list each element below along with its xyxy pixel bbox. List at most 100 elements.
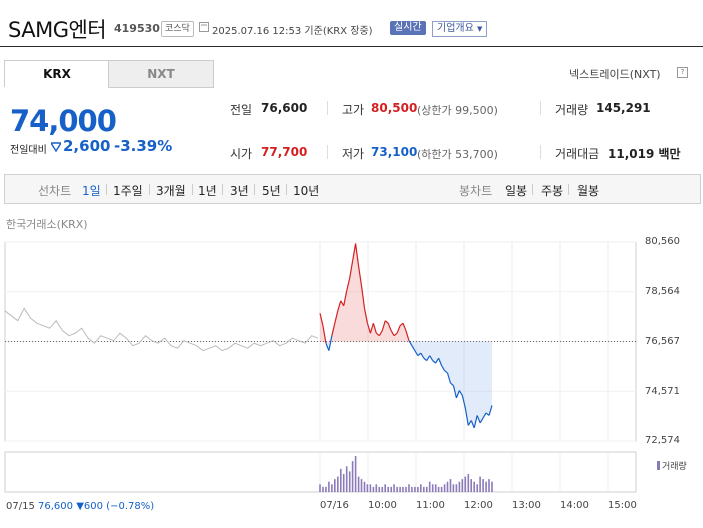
volume-bar — [399, 486, 401, 492]
market-tag: 코스닥 — [161, 21, 194, 37]
price-segment — [432, 360, 437, 364]
price-segment — [429, 355, 434, 361]
prev-day-date: 07/15 — [6, 501, 35, 512]
prev-day-rate: (−0.78%) — [106, 501, 155, 512]
period-3m[interactable]: 3개월 — [156, 184, 186, 198]
volume-bar — [393, 484, 395, 492]
volume-bar — [446, 481, 449, 492]
volume-bar — [345, 466, 348, 492]
price-segment — [470, 420, 475, 429]
price-segment — [393, 332, 398, 337]
realtime-badge[interactable]: 실시간 — [390, 21, 426, 35]
down-triangle-icon — [51, 142, 61, 152]
candle-weekly[interactable]: 주봉 — [541, 184, 564, 198]
company-info-dropdown[interactable]: 기업개요 ▼ — [432, 21, 488, 37]
period-1d[interactable]: 1일 — [82, 184, 101, 198]
period-1y[interactable]: 1년 — [198, 184, 217, 198]
volume-bar — [405, 486, 407, 492]
down-area — [320, 341, 492, 428]
divider — [254, 184, 255, 195]
volume-bar — [455, 484, 458, 492]
volume-bar — [354, 456, 357, 492]
price-segment — [446, 372, 452, 384]
volume-bar — [434, 484, 437, 492]
volume-bar — [372, 486, 375, 492]
lower-limit: (하한가 53,700) — [417, 148, 498, 161]
low-label: 저가 — [342, 147, 365, 161]
volume-bar — [488, 479, 490, 492]
period-5y[interactable]: 5년 — [262, 184, 281, 198]
volume-bar — [357, 476, 360, 492]
price-segment — [325, 342, 330, 351]
volume-bar — [452, 484, 455, 492]
candle-monthly[interactable]: 월봉 — [577, 184, 600, 198]
price-segment — [372, 323, 377, 334]
price-segment — [375, 332, 380, 337]
divider — [106, 184, 107, 195]
prev-day-summary: 07/15 76,600 ▼600 (−0.78%) — [6, 501, 154, 512]
price-segment — [476, 415, 481, 424]
volume-bar — [340, 468, 342, 492]
volume-bar — [470, 479, 472, 492]
nextrade-link[interactable]: 넥스트레이드(NXT) — [569, 68, 661, 81]
volume-bar — [464, 476, 467, 492]
volume-bar — [390, 486, 392, 492]
volume-bar — [482, 479, 484, 492]
volume-bar — [449, 479, 452, 492]
price-segment — [346, 278, 351, 291]
volume-bar — [322, 486, 324, 492]
price-segment — [458, 390, 463, 396]
price-segment — [354, 243, 360, 267]
volume-bar — [384, 484, 386, 492]
high-label: 고가 — [342, 103, 365, 117]
price-segment — [467, 420, 472, 426]
price-segment — [488, 405, 493, 416]
volume-bar — [479, 476, 481, 492]
divider — [532, 184, 533, 195]
price-segment — [366, 323, 371, 334]
volume-bar — [381, 486, 384, 492]
divider — [222, 184, 223, 195]
price-segment — [399, 322, 404, 327]
y-tick-label: 76,567 — [645, 336, 680, 347]
price-segment — [482, 412, 487, 419]
trade-value-label: 거래대금 — [555, 147, 600, 161]
volume-bar — [360, 479, 363, 492]
volume-bar — [408, 484, 410, 492]
price-segment — [473, 415, 478, 429]
volume-bar — [334, 479, 336, 492]
tab-krx[interactable]: KRX — [4, 60, 110, 87]
price-segment — [349, 260, 354, 279]
prev-close-label: 전일 — [230, 103, 253, 117]
volume-bar — [348, 471, 351, 492]
price-segment — [417, 352, 422, 357]
prev-day-change: ▼600 — [76, 501, 103, 512]
volume-bar — [375, 484, 378, 492]
volume-bar — [476, 484, 478, 492]
help-icon[interactable]: ? — [677, 67, 688, 78]
price-segment — [452, 385, 457, 399]
price-segment — [352, 243, 357, 262]
price-segment — [435, 357, 440, 364]
divider — [286, 184, 287, 195]
price-segment — [441, 365, 446, 371]
price-segment — [402, 323, 407, 331]
period-10y[interactable]: 10년 — [293, 184, 320, 198]
x-tick-label: 15:00 — [608, 500, 637, 511]
volume-bar — [426, 486, 428, 492]
volume-bar — [337, 476, 339, 492]
price-segment — [328, 335, 333, 351]
high-value: 80,500 — [371, 101, 418, 115]
volume-bar — [366, 484, 369, 492]
price-segment — [331, 323, 336, 336]
candle-daily[interactable]: 일봉 — [505, 184, 528, 198]
volume-bar — [363, 481, 366, 492]
volume-bar — [443, 484, 446, 492]
volume-swatch — [657, 461, 660, 470]
period-1w[interactable]: 1주일 — [113, 184, 143, 198]
divider — [540, 101, 541, 115]
tab-nxt[interactable]: NXT — [108, 60, 214, 88]
prev-close-value: 76,600 — [261, 101, 308, 115]
period-3y[interactable]: 3년 — [230, 184, 249, 198]
